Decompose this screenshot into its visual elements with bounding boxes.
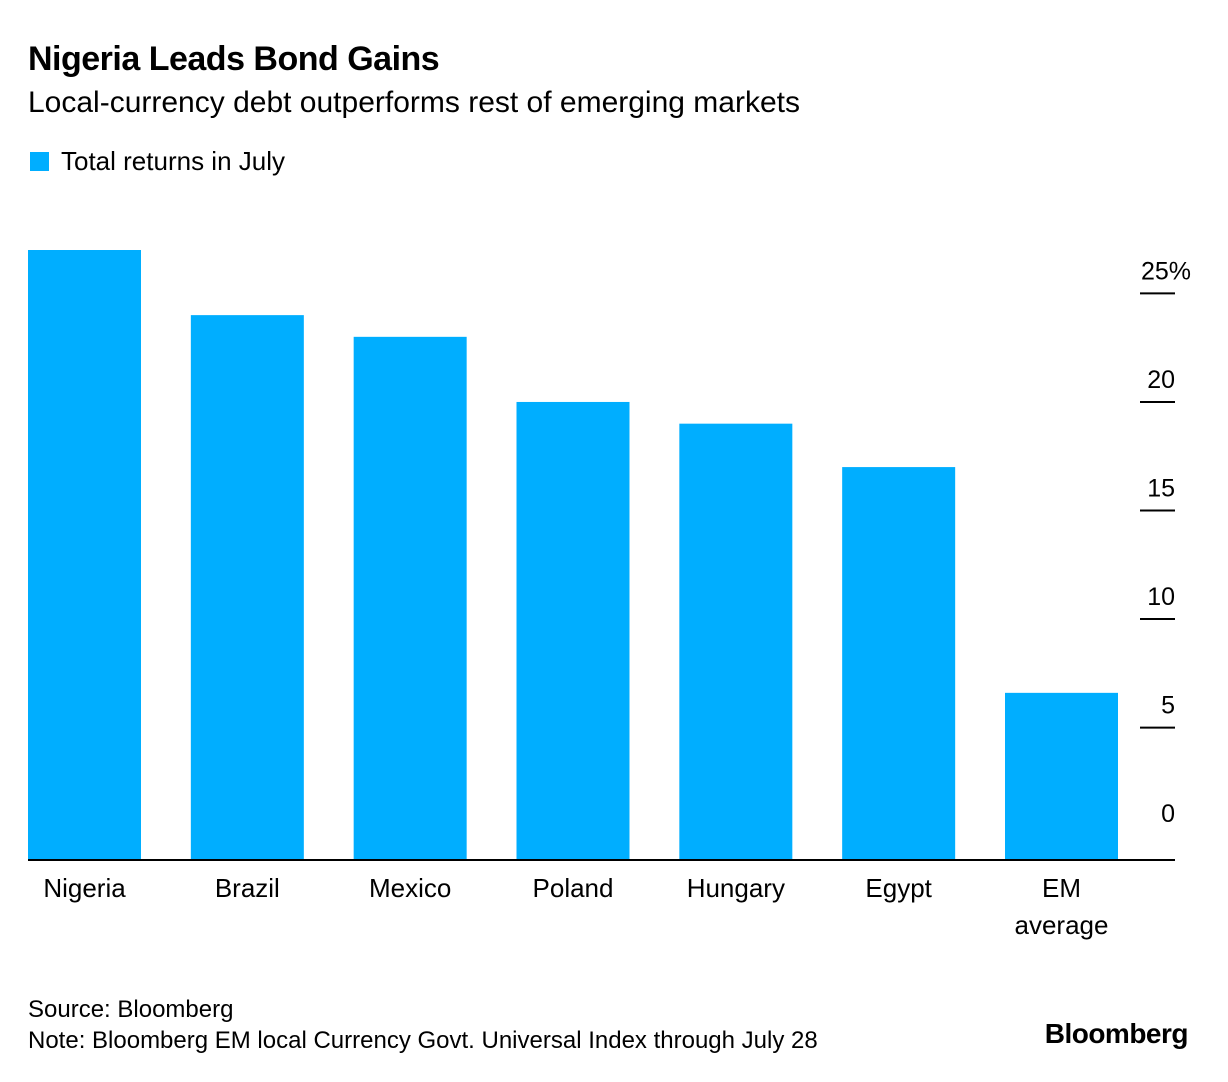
- x-tick-label-poland: Poland: [533, 873, 614, 903]
- x-tick-label-mexico: Mexico: [369, 873, 451, 903]
- y-tick-label-10: 10: [1147, 583, 1175, 611]
- x-tick-label-em-average: EM average: [1015, 873, 1109, 940]
- bar-nigeria: [28, 250, 141, 860]
- x-tick-label-brazil: Brazil: [215, 873, 280, 903]
- bar-poland: [516, 401, 630, 860]
- source-note: Source: Bloomberg: [28, 996, 234, 1023]
- chart-subtitle: Local-currency debt outperforms rest of …: [28, 86, 800, 119]
- y-tick-label-5: 5: [1161, 692, 1175, 720]
- bloomberg-logo: Bloomberg: [1044, 1018, 1189, 1049]
- bar-mexico: [353, 336, 467, 860]
- footnote: Note: Bloomberg EM local Currency Govt. …: [28, 1027, 818, 1054]
- y-tick-label-0: 0: [1161, 800, 1175, 828]
- bar-brazil: [190, 315, 304, 861]
- x-tick-label-nigeria: Nigeria: [43, 873, 126, 903]
- y-tick-label-20: 20: [1147, 366, 1175, 394]
- bar-egypt: [842, 467, 956, 860]
- legend-label: Total returns in July: [61, 146, 285, 176]
- y-tick-label-25: 25%: [1141, 257, 1191, 285]
- x-tick-label-hungary: Hungary: [687, 873, 785, 903]
- bar-em-average: [1005, 692, 1118, 860]
- legend-swatch: [30, 152, 49, 171]
- y-tick-label-15: 15: [1147, 474, 1175, 502]
- bar-hungary: [679, 423, 793, 860]
- x-tick-label-egypt: Egypt: [865, 873, 932, 903]
- chart-title: Nigeria Leads Bond Gains: [28, 40, 440, 78]
- legend: Total returns in July: [30, 146, 285, 177]
